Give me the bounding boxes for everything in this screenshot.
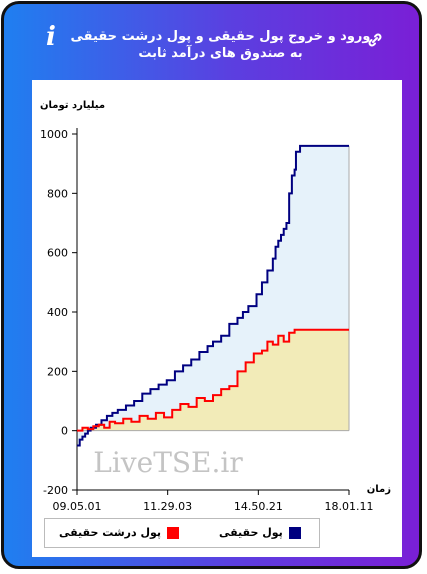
link-icon[interactable] <box>367 32 383 48</box>
y-tick-label: 600 <box>47 247 68 260</box>
legend-label-large-real-money: پول درشت حقیقی <box>59 526 162 539</box>
legend-swatch-large-real-money <box>167 526 180 539</box>
legend-item-real-money[interactable]: پول حقیقی <box>219 526 301 539</box>
series-line-real-money <box>77 144 349 447</box>
x-tick-label: 09.05.01 <box>53 500 102 513</box>
x-tick-label: 14.50.21 <box>234 500 283 513</box>
y-tick-label: 1000 <box>40 128 68 141</box>
x-axis-label: زمان <box>367 484 391 495</box>
x-tick-label: 11.29.03 <box>143 500 192 513</box>
legend: پول حقیقی پول درشت حقیقی <box>44 518 320 548</box>
chart-title: ورود و خروج پول حقیقی و پول درشت حقیقی ب… <box>70 29 371 61</box>
y-tick-label: 800 <box>47 187 68 200</box>
y-axis-label: میلیارد تومان <box>40 100 105 111</box>
legend-swatch-real-money <box>288 526 301 539</box>
area-fill-large-real-money <box>77 329 349 431</box>
legend-item-large-real-money[interactable]: پول درشت حقیقی <box>59 526 180 539</box>
legend-label-real-money: پول حقیقی <box>219 526 283 539</box>
header: i ورود و خروج پول حقیقی و پول درشت حقیقی… <box>4 4 419 76</box>
series-line-large-real-money <box>77 328 349 432</box>
y-tick-label: 0 <box>61 425 68 438</box>
info-icon[interactable]: i <box>46 22 56 52</box>
y-tick-label: -200 <box>43 484 68 497</box>
y-tick-label: 200 <box>47 365 68 378</box>
x-tick-label: 18.01.11 <box>325 500 374 513</box>
watermark-text: LiveTSE.ir <box>93 446 243 479</box>
y-tick-label: 400 <box>47 306 68 319</box>
